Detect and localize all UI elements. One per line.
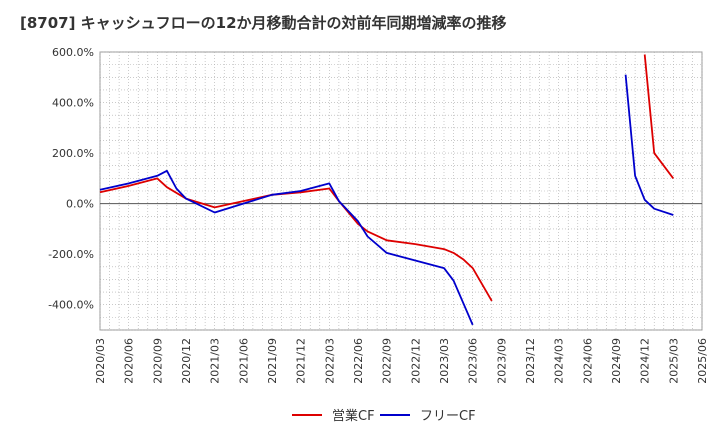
y-tick-label: 200.0%: [52, 147, 94, 160]
series-line-free-cf: [624, 74, 674, 216]
series-line-free-cf: [99, 169, 474, 326]
x-tick-label: 2020/12: [180, 338, 193, 384]
x-tick-label: 2022/06: [352, 338, 365, 384]
series-line-operating-cf: [643, 54, 675, 179]
x-tick-label: 2021/09: [266, 338, 279, 384]
series-line-operating-cf: [99, 177, 493, 302]
x-tick-label: 2020/06: [123, 338, 136, 384]
x-tick-label: 2025/03: [667, 338, 680, 384]
x-tick-label: 2022/09: [381, 338, 394, 384]
x-tick-label: 2024/12: [639, 338, 652, 384]
x-tick-label: 2021/12: [295, 338, 308, 384]
x-tick-label: 2024/09: [610, 338, 623, 384]
x-tick-label: 2022/12: [409, 338, 422, 384]
y-tick-label: 0.0%: [66, 198, 94, 211]
x-tick-label: 2020/09: [151, 338, 164, 384]
legend-label-operating-cf: 営業CF: [332, 408, 375, 424]
x-tick-label: 2021/06: [237, 338, 250, 384]
y-tick-label: -400.0%: [48, 299, 94, 312]
y-tick-label: -200.0%: [48, 248, 94, 261]
x-tick-label: 2023/06: [467, 338, 480, 384]
x-tick-label: 2025/06: [696, 338, 709, 384]
y-tick-label: 600.0%: [52, 46, 94, 59]
legend-label-free-cf: フリーCF: [420, 409, 476, 424]
x-tick-label: 2023/03: [438, 338, 451, 384]
x-tick-label: 2022/03: [323, 338, 336, 384]
chart-title: [8707] キャッシュフローの12か月移動合計の対前年同期増減率の推移: [20, 14, 507, 32]
x-tick-label: 2024/06: [581, 338, 594, 384]
x-tick-label: 2021/03: [209, 338, 222, 384]
x-tick-label: 2020/03: [94, 338, 107, 384]
y-tick-label: 400.0%: [52, 97, 94, 110]
x-tick-label: 2023/09: [495, 338, 508, 384]
x-tick-label: 2023/12: [524, 338, 537, 384]
x-tick-label: 2024/03: [553, 338, 566, 384]
